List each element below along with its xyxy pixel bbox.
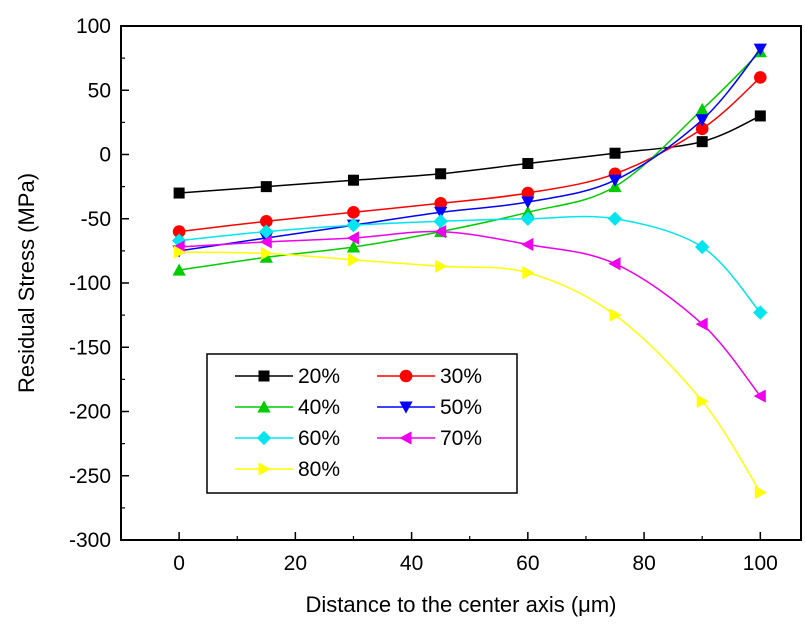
data-point-s5-5 (608, 257, 621, 271)
x-tick-label-0: 0 (173, 552, 185, 575)
series-layer (171, 43, 768, 500)
legend-marker-1 (399, 369, 413, 383)
y-tick-label-5: -50 (81, 208, 111, 231)
data-point-s3-5 (608, 174, 622, 187)
data-point-s1-7 (754, 71, 767, 84)
legend-label-4: 60% (298, 427, 340, 450)
legend-marker-6 (258, 462, 271, 476)
data-point-s2-0 (172, 263, 186, 276)
x-tick-label-3: 60 (516, 552, 539, 575)
legend-marker-5 (399, 431, 412, 445)
data-point-s4-2 (346, 218, 361, 233)
y-tick-label-4: -100 (69, 272, 111, 295)
legend-label-6: 80% (298, 458, 340, 481)
y-tick-label-6: 0 (99, 144, 111, 167)
data-point-s4-7 (753, 305, 768, 320)
legend-marker-2 (257, 400, 271, 413)
data-point-s6-7 (754, 485, 767, 500)
data-point-s6-1 (260, 246, 273, 261)
data-point-s5-7 (753, 389, 766, 403)
data-point-s4-4 (520, 211, 535, 226)
series-line-1 (179, 76, 761, 233)
data-point-s6-0 (173, 245, 186, 259)
y-tick-label-1: -250 (69, 465, 111, 488)
legend-label-0: 20% (298, 365, 340, 388)
data-point-s0-3 (435, 168, 447, 180)
y-axis-title: Residual Stress (MPa) (14, 173, 39, 393)
data-point-s0-5 (609, 147, 621, 159)
data-point-s3-7 (753, 43, 767, 56)
data-point-s6-4 (522, 266, 535, 280)
legend-marker-3 (399, 401, 413, 414)
legend-label-2: 40% (298, 396, 340, 419)
data-point-s4-6 (695, 239, 710, 255)
data-point-s5-6 (695, 317, 708, 331)
series-line-3 (178, 48, 761, 252)
data-point-s3-4 (521, 196, 535, 209)
legend-label-1: 30% (440, 365, 482, 388)
series-line-5 (179, 230, 761, 397)
data-point-s5-1 (259, 235, 272, 249)
data-point-s4-5 (607, 211, 623, 226)
x-tick-label-4: 80 (632, 552, 655, 575)
data-point-s0-4 (522, 157, 534, 169)
y-tick-label-3: -150 (69, 336, 111, 359)
data-point-s0-2 (347, 174, 359, 186)
data-point-s0-1 (260, 181, 272, 193)
data-point-s4-1 (259, 224, 274, 239)
data-point-s3-3 (434, 206, 448, 219)
legend-marker-0 (258, 370, 270, 382)
data-point-s6-5 (609, 308, 622, 322)
data-point-s1-4 (521, 186, 535, 200)
legend-marker-4 (256, 430, 272, 446)
y-tick-label-8: 100 (76, 15, 111, 38)
data-point-s4-3 (433, 214, 448, 229)
data-point-s1-6 (695, 122, 709, 136)
x-axis-title: Distance to the center axis (μm) (305, 592, 616, 617)
x-tick-label-2: 40 (400, 552, 423, 575)
x-tick-label-5: 100 (743, 552, 778, 575)
data-point-s0-0 (173, 187, 185, 199)
data-point-s0-7 (754, 110, 766, 122)
legend-label-3: 50% (440, 396, 482, 419)
data-point-s2-6 (695, 102, 709, 116)
data-point-s6-6 (696, 394, 709, 408)
data-point-s1-1 (259, 215, 273, 228)
data-point-s2-2 (346, 240, 361, 253)
axis-ticks: 0 20 40 60 80 100 -300 -250 -200 -150 -100 -50 0 50 10… (69, 15, 778, 575)
y-tick-label-0: -300 (69, 529, 111, 552)
data-point-s1-2 (347, 206, 360, 219)
y-tick-label-2: -200 (69, 401, 111, 424)
data-point-s5-2 (346, 231, 359, 245)
legend: 20% 30% 40% 50% 60% 70% 80% (206, 353, 518, 494)
data-point-s5-3 (434, 225, 447, 239)
series-line-4 (179, 215, 761, 314)
x-tick-label-1: 20 (284, 552, 307, 575)
data-point-s6-3 (435, 259, 448, 273)
data-point-s1-3 (434, 197, 447, 210)
data-point-s5-4 (521, 237, 534, 252)
legend-label-5: 70% (440, 427, 482, 450)
data-point-s0-6 (696, 136, 708, 148)
data-point-s3-6 (695, 114, 709, 127)
y-tick-label-7: 50 (88, 79, 111, 102)
data-point-s1-0 (172, 225, 186, 238)
series-line-2 (178, 51, 761, 271)
data-point-s6-2 (347, 253, 361, 267)
series-line-0 (179, 115, 761, 194)
